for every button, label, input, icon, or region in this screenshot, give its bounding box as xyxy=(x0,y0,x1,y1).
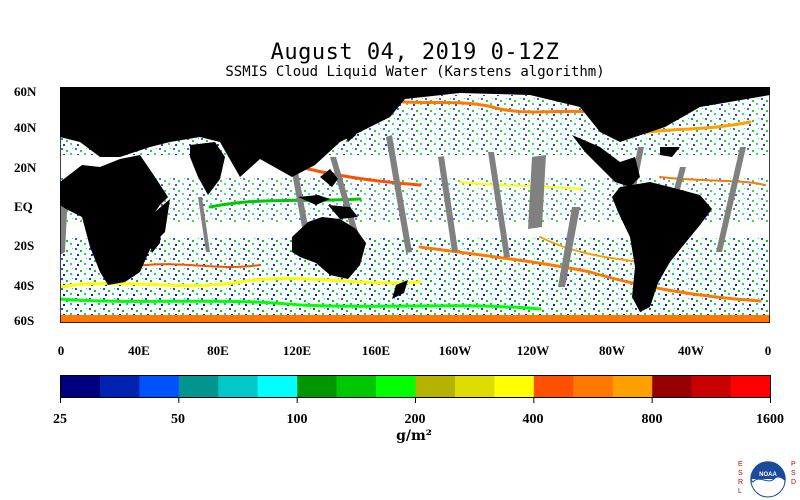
colorbar-swatch xyxy=(415,375,456,398)
colorbar-swatch xyxy=(691,375,732,398)
land-masses xyxy=(60,87,770,312)
colorbar-unit: g/m² xyxy=(396,428,432,444)
colorbar-swatch xyxy=(60,375,101,398)
colorbar-label-200: 200 xyxy=(404,412,426,427)
lon-label-40w: 40W xyxy=(678,343,704,358)
philippines-landmass xyxy=(320,169,338,187)
lat-label-60s: 60S xyxy=(14,313,35,328)
lon-label-0-east: 0 xyxy=(764,343,772,358)
colorbar-label-50: 50 xyxy=(171,412,185,427)
japan-landmass xyxy=(342,119,356,142)
colorbar-ticks xyxy=(60,397,771,403)
lon-label-80e: 80E xyxy=(207,343,229,358)
colorbar-swatch xyxy=(533,375,574,398)
lat-label-20s: 20S xyxy=(14,238,35,253)
lat-label-40s: 40S xyxy=(14,278,35,293)
africa-landmass xyxy=(60,155,170,285)
colorbar xyxy=(60,375,771,403)
central-america-landmass xyxy=(572,135,640,187)
indonesia-landmass xyxy=(298,195,330,205)
lon-label-120e: 120E xyxy=(282,343,312,358)
colorbar-swatches xyxy=(60,375,771,398)
lat-label-eq: EQ xyxy=(14,199,33,214)
colorbar-label-100: 100 xyxy=(286,412,308,427)
greenland-edge-landmass xyxy=(660,147,680,157)
colorbar-swatch xyxy=(297,375,337,398)
cloud-liquid-water-map xyxy=(60,87,770,323)
colorbar-swatch xyxy=(731,375,771,398)
new-guinea-landmass xyxy=(328,205,358,219)
eurasia-north-america-landmass xyxy=(60,87,770,177)
lon-label-160e: 160E xyxy=(361,343,391,358)
noaa-emblem-text: NOAA xyxy=(759,472,777,478)
colorbar-swatch xyxy=(494,375,535,398)
australia-landmass xyxy=(292,217,366,279)
madagascar-landmass xyxy=(148,219,162,253)
lon-label-120w: 120W xyxy=(516,343,550,358)
map-subtitle: SSMIS Cloud Liquid Water (Karstens algor… xyxy=(225,64,605,80)
colorbar-label-1600: 1600 xyxy=(756,412,784,427)
india-landmass xyxy=(190,142,225,195)
lon-label-160w: 160W xyxy=(438,343,472,358)
new-zealand-landmass xyxy=(392,280,408,299)
colorbar-swatch xyxy=(336,375,377,398)
colorbar-label-400: 400 xyxy=(522,412,544,427)
south-america-landmass xyxy=(612,182,712,312)
colorbar-swatch xyxy=(218,375,259,398)
colorbar-swatch xyxy=(139,375,180,398)
colorbar-swatch xyxy=(573,375,614,398)
colorbar-swatch xyxy=(612,375,653,398)
lon-label-40e: 40E xyxy=(128,343,150,358)
lat-label-60n: 60N xyxy=(14,84,37,99)
lat-label-40n: 40N xyxy=(14,120,37,135)
colorbar-swatch xyxy=(652,375,692,398)
colorbar-swatch xyxy=(178,375,219,398)
colorbar-swatch xyxy=(257,375,298,398)
lon-label-80w: 80W xyxy=(599,343,625,358)
lat-label-20n: 20N xyxy=(14,160,37,175)
colorbar-label-800: 800 xyxy=(641,412,663,427)
colorbar-swatch xyxy=(376,375,416,398)
map-title: August 04, 2019 0-12Z xyxy=(270,40,560,65)
cloud-bands xyxy=(60,97,766,311)
colorbar-label-25: 25 xyxy=(53,412,67,427)
southern-ice-band xyxy=(60,315,770,323)
lon-label-0: 0 xyxy=(57,343,65,358)
colorbar-swatch xyxy=(99,375,140,398)
colorbar-swatch xyxy=(454,375,495,398)
